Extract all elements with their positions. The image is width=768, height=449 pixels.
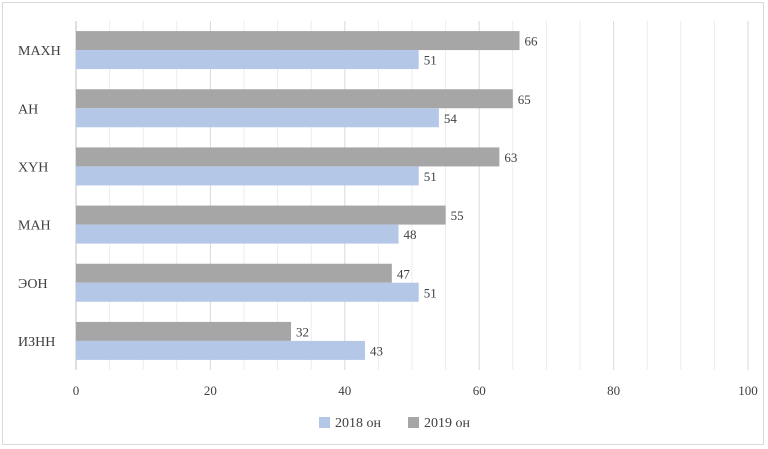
x-axis-ticks: 0 20 40 60 80 100 [73, 383, 758, 398]
bar-2019-он [76, 31, 520, 51]
x-tick-label: 40 [338, 383, 351, 398]
data-label-2018-он: 48 [404, 227, 417, 242]
data-label-2019-он: 47 [397, 266, 411, 281]
category-label: ИЗНН [18, 335, 55, 350]
bar-2019-он [76, 205, 446, 225]
bar-2019-он [76, 89, 513, 109]
data-label-2018-он: 51 [424, 285, 437, 300]
bar-2019-он [76, 321, 292, 341]
x-tick-label: 100 [738, 383, 758, 398]
x-tick-label: 0 [73, 383, 80, 398]
data-label-2018-он: 43 [370, 343, 383, 358]
data-label-2019-он: 63 [504, 150, 517, 165]
data-label-2018-он: 51 [424, 53, 437, 68]
bar-2018-он [76, 108, 439, 128]
category-label: АН [18, 102, 38, 117]
data-label-2019-он: 66 [525, 34, 539, 49]
category-label: МАХН [18, 44, 61, 59]
bar-2019-он [76, 147, 500, 167]
data-labels: 66 51 65 54 63 51 55 48 47 51 32 43 [296, 34, 538, 359]
bars [76, 31, 520, 360]
category-label: МАН [18, 219, 51, 234]
bar-2018-он [76, 50, 419, 70]
bar-2018-он [76, 166, 419, 186]
bar-2018-он [76, 340, 365, 360]
data-label-2019-он: 65 [518, 92, 531, 107]
legend-label-2019-он: 2019 он [424, 416, 471, 431]
x-tick-label: 60 [473, 383, 486, 398]
gridlines [75, 21, 749, 370]
x-tick-label: 20 [204, 383, 217, 398]
bar-2018-он [76, 282, 419, 302]
category-label: ХҮН [18, 160, 48, 175]
bar-2019-он [76, 263, 392, 283]
data-label-2019-он: 55 [451, 208, 464, 223]
legend-label-2018-он: 2018 он [335, 416, 382, 431]
category-labels: МАХН АН ХҮН МАН ЭОН ИЗНН [18, 44, 61, 350]
data-label-2018-он: 51 [424, 169, 437, 184]
data-label-2018-он: 54 [444, 111, 458, 126]
x-tick-label: 80 [607, 383, 620, 398]
data-label-2019-он: 32 [296, 324, 309, 339]
category-label: ЭОН [18, 277, 48, 292]
legend-swatch-2019-он [408, 417, 419, 428]
legend: 2018 он 2019 он [319, 416, 471, 431]
legend-swatch-2018-он [319, 417, 330, 428]
bar-2018-он [76, 224, 399, 244]
